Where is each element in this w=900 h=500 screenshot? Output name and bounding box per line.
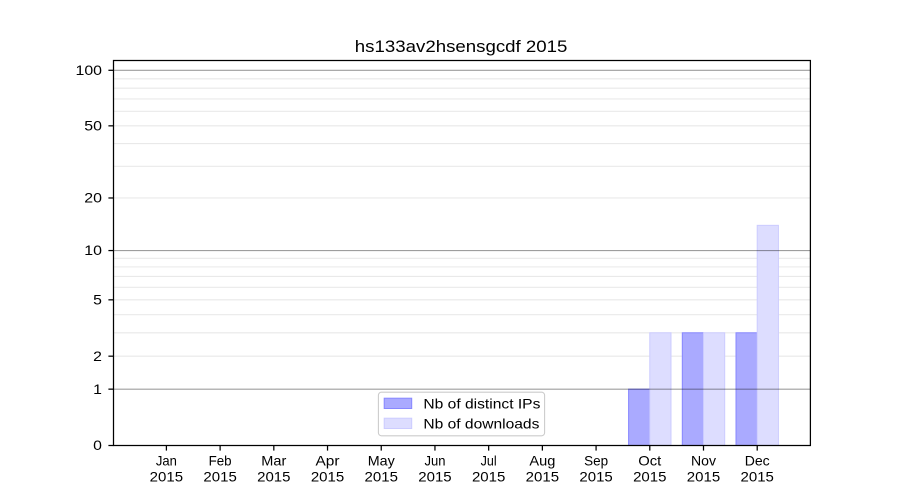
svg-text:10: 10 bbox=[84, 242, 102, 258]
svg-text:Nb of distinct IPs: Nb of distinct IPs bbox=[423, 395, 540, 411]
svg-text:hs133av2hsensgcdf 2015: hs133av2hsensgcdf 2015 bbox=[355, 37, 568, 56]
svg-text:Feb: Feb bbox=[209, 453, 232, 469]
svg-text:2015: 2015 bbox=[472, 469, 506, 485]
svg-text:100: 100 bbox=[76, 62, 103, 78]
svg-text:Apr: Apr bbox=[316, 453, 340, 469]
svg-text:2015: 2015 bbox=[365, 469, 399, 485]
svg-text:1: 1 bbox=[93, 381, 102, 397]
svg-text:Jul: Jul bbox=[481, 453, 497, 469]
svg-text:Dec: Dec bbox=[745, 453, 770, 469]
svg-text:2015: 2015 bbox=[257, 469, 291, 485]
svg-text:2015: 2015 bbox=[418, 469, 452, 485]
svg-text:2015: 2015 bbox=[579, 469, 613, 485]
svg-text:2015: 2015 bbox=[633, 469, 667, 485]
svg-text:May: May bbox=[368, 453, 395, 469]
svg-text:Sep: Sep bbox=[584, 453, 608, 469]
svg-text:2015: 2015 bbox=[150, 469, 184, 485]
svg-text:50: 50 bbox=[84, 117, 102, 133]
svg-text:5: 5 bbox=[93, 291, 102, 307]
svg-text:Mar: Mar bbox=[261, 453, 286, 469]
svg-text:Aug: Aug bbox=[529, 453, 555, 469]
svg-text:2015: 2015 bbox=[687, 469, 721, 485]
svg-text:2015: 2015 bbox=[311, 469, 345, 485]
svg-text:Jan: Jan bbox=[156, 453, 177, 469]
svg-text:2015: 2015 bbox=[203, 469, 237, 485]
svg-text:Jun: Jun bbox=[424, 453, 445, 469]
svg-text:2015: 2015 bbox=[741, 469, 775, 485]
svg-text:Nov: Nov bbox=[691, 453, 716, 469]
svg-text:Nb of downloads: Nb of downloads bbox=[423, 415, 539, 431]
svg-text:Oct: Oct bbox=[638, 453, 661, 469]
svg-text:20: 20 bbox=[84, 190, 102, 206]
svg-text:2015: 2015 bbox=[526, 469, 560, 485]
svg-text:2: 2 bbox=[93, 348, 102, 364]
svg-text:0: 0 bbox=[93, 437, 102, 453]
